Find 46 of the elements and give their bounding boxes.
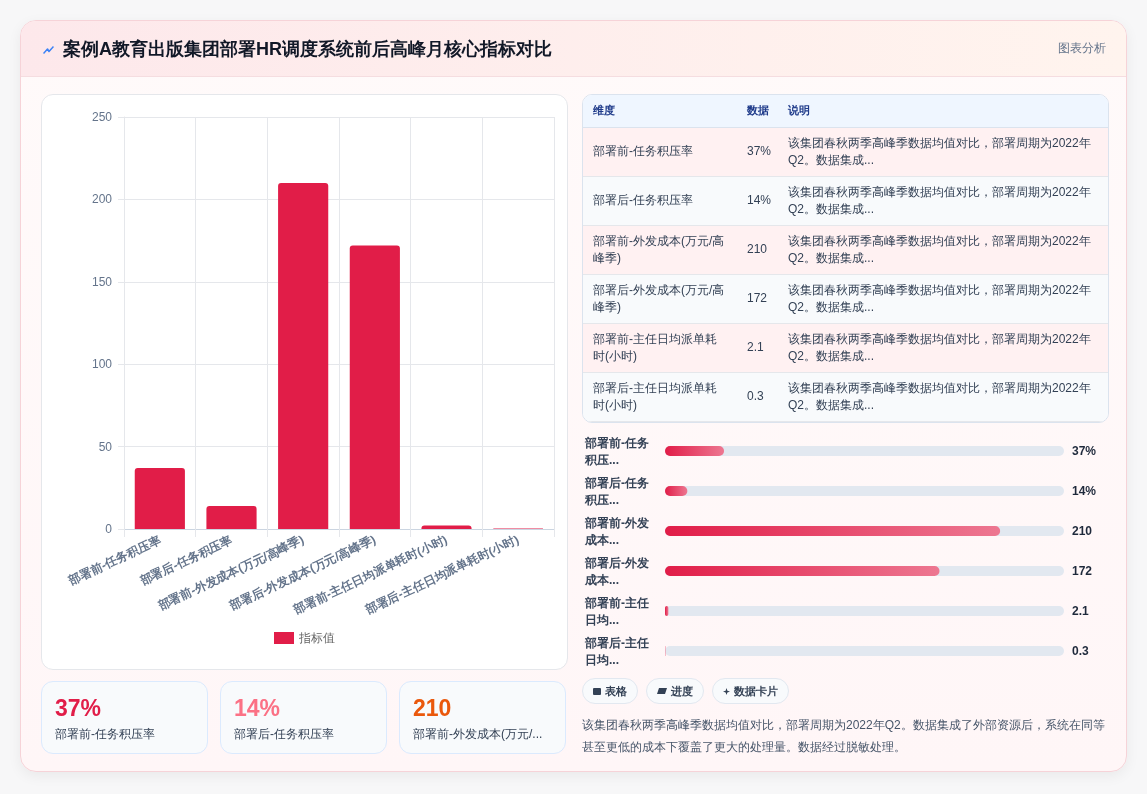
y-tick-label: 部署后-主任日均... xyxy=(584,635,649,667)
table-row: 部署后-主任日均派单耗时(小时) 0.3 该集团春秋两季高峰季数据均值对比，部署周期为2022年Q2。数据集成... xyxy=(583,372,1108,421)
data-label: 14% xyxy=(1072,484,1097,498)
y-tick-label: 0 xyxy=(105,522,113,536)
tab-button[interactable]: 数据卡片 xyxy=(712,678,789,704)
data-label: 172 xyxy=(1072,564,1093,578)
category-label: 部署后-任务积压率 xyxy=(234,726,335,743)
tab-button[interactable]: 进度 xyxy=(646,678,704,704)
category-label: 部署前-外发成本(万元/高峰季) xyxy=(592,232,726,267)
category-label: 部署后-外发成本(万元/高峰季) xyxy=(592,281,726,316)
bar xyxy=(665,446,725,456)
data-label: 2.1 xyxy=(1072,604,1090,618)
y-tick-label: 200 xyxy=(91,192,113,207)
data-label: 0.3 xyxy=(1072,644,1090,658)
bar xyxy=(206,505,257,529)
table-row: 部署后-任务积压率 14% 该集团春秋两季高峰季数据均值对比，部署周期为2022年Q2。数据集成... xyxy=(583,176,1108,225)
y-tick-label: 部署前-主任日均... xyxy=(584,595,649,627)
text: 该集团春秋两季高峰季数据均值对比，部署周期为2022年Q2。数据集成了外部资源后，系统在同等甚至更低的成本下覆盖了更大的处理量。数据经过脱敏处理。 xyxy=(582,717,1106,756)
bar xyxy=(349,245,400,529)
y-tick-label: 部署后-任务积压... xyxy=(584,475,649,507)
category-label: 部署前-任务积压率 xyxy=(55,726,156,743)
stat-card: 37% 部署前-任务积压率 xyxy=(41,681,208,754)
y-tick-label: 250 xyxy=(91,110,113,124)
table-header-row: 维度 数据 说明 xyxy=(583,95,1108,127)
data-label: 37% xyxy=(1072,444,1097,458)
y-tick-label: 100 xyxy=(91,357,113,372)
category-label: 部署前-主任日均派单耗时(小时) xyxy=(592,330,718,365)
category-label: 部署前-外发成本(万元/... xyxy=(413,726,544,743)
table-row: 部署后-外发成本(万元/高峰季) 172 该集团春秋两季高峰季数据均值对比，部署周期为2022年Q2。数据集成... xyxy=(583,274,1108,323)
y-tick-label: 150 xyxy=(91,274,113,289)
category-label: 部署后-任务积压率 xyxy=(592,192,694,209)
y-tick-label: 50 xyxy=(98,439,113,454)
legend-label: 指标值 xyxy=(298,631,335,645)
stat-card: 210 部署前-外发成本(万元/... xyxy=(399,681,566,754)
y-tick-label: 部署前-外发成本... xyxy=(584,515,649,547)
tab-button[interactable]: 表格 xyxy=(582,678,638,704)
bar xyxy=(134,468,185,529)
stat-card: 14% 部署后-任务积压率 xyxy=(220,681,387,754)
chart-title: 案例A教育出版集团部署HR调度系统前后高峰月核心指标对比 xyxy=(63,38,552,61)
category-label: 部署前-任务积压率 xyxy=(592,143,694,160)
y-tick-label: 部署后-外发成本... xyxy=(584,555,649,587)
category-label: 部署后-主任日均派单耗时(小时) xyxy=(592,379,718,414)
y-tick-label: 部署前-任务积压... xyxy=(584,435,649,467)
bar xyxy=(278,182,329,529)
text: 图表分析 xyxy=(1058,40,1106,56)
data-label: 210 xyxy=(1072,524,1093,538)
